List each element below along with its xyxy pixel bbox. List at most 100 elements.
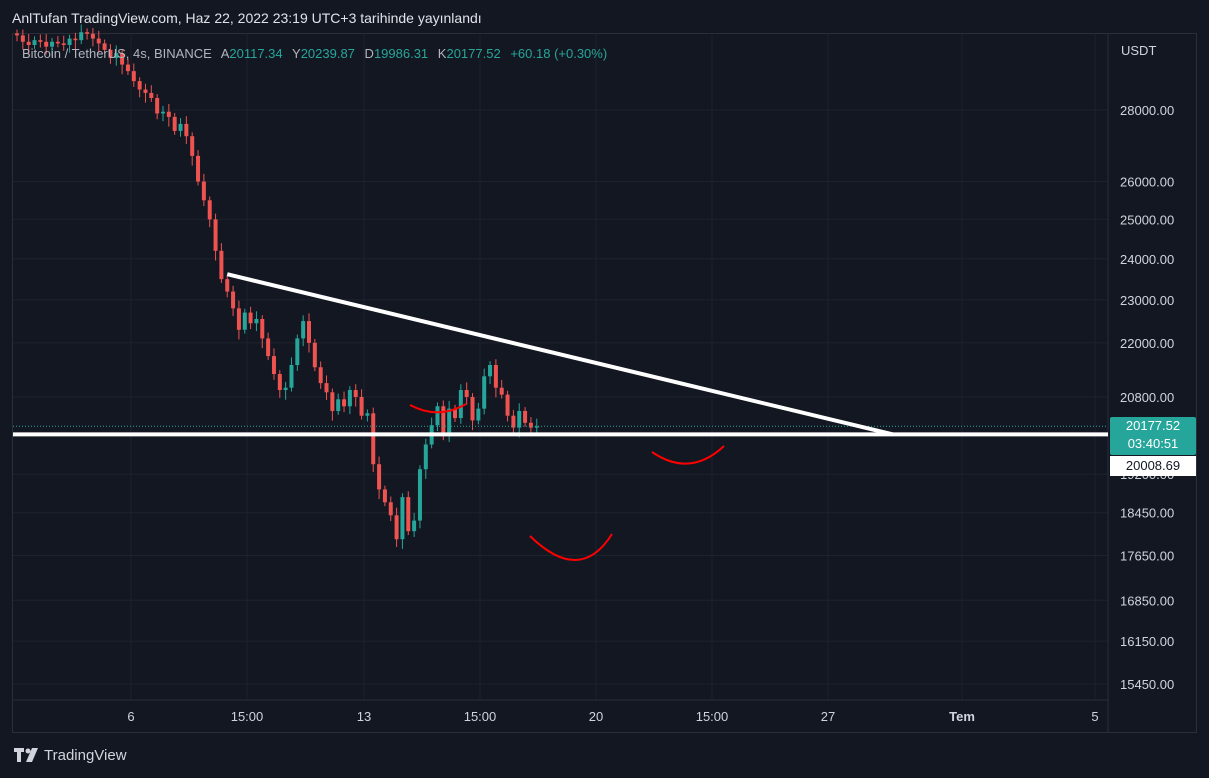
candle xyxy=(26,41,31,46)
candle xyxy=(476,408,481,421)
candle xyxy=(453,408,457,419)
candle xyxy=(382,489,387,503)
candle xyxy=(271,356,276,375)
candle xyxy=(359,396,364,416)
last-price-tag: 20177.52 03:40:51 xyxy=(1110,417,1196,455)
y-tick-label: 16150.00 xyxy=(1120,634,1174,649)
candle xyxy=(155,98,160,114)
candle xyxy=(336,399,341,411)
candle xyxy=(231,291,236,309)
candle xyxy=(517,410,522,428)
candle xyxy=(301,321,306,339)
candle xyxy=(365,413,370,416)
symbol-name[interactable]: Bitcoin / TetherUS, 4s, BINANCE xyxy=(22,46,212,61)
x-tick-label: 15:00 xyxy=(696,709,729,724)
candle xyxy=(79,32,84,41)
candle xyxy=(330,392,335,411)
candle xyxy=(511,415,516,428)
currency-label[interactable]: USDT xyxy=(1121,43,1157,58)
candle xyxy=(213,219,218,251)
candle xyxy=(528,422,533,428)
candle xyxy=(482,376,487,409)
x-tick-label: 13 xyxy=(357,709,371,724)
candle xyxy=(307,321,311,343)
candle xyxy=(178,123,183,131)
candle xyxy=(242,312,247,330)
candle xyxy=(266,338,271,357)
candle xyxy=(102,43,107,50)
chart-frame[interactable] xyxy=(12,33,1197,733)
y-tick-label: 22000.00 xyxy=(1120,336,1174,351)
candle xyxy=(225,279,230,292)
candle xyxy=(283,387,288,391)
annotation-arc-right-shoulder[interactable] xyxy=(651,445,725,465)
candle-countdown: 03:40:51 xyxy=(1127,436,1179,451)
candle xyxy=(219,250,224,280)
candle xyxy=(470,396,475,421)
x-tick-label: 5 xyxy=(1091,709,1098,724)
low-label: D xyxy=(364,46,374,61)
candle xyxy=(125,64,130,72)
candle xyxy=(20,35,25,42)
candle xyxy=(260,318,265,339)
candle xyxy=(493,365,498,388)
candle xyxy=(108,49,113,58)
candle xyxy=(277,374,282,391)
open-label: A xyxy=(220,46,230,61)
candle xyxy=(44,41,49,47)
candle xyxy=(254,318,259,324)
candle xyxy=(32,40,37,46)
tradingview-logo-icon xyxy=(14,748,38,762)
annotation-arc-head[interactable] xyxy=(529,533,613,561)
candle xyxy=(55,41,60,44)
candle xyxy=(499,387,504,395)
published-text: AnlTufan TradingView.com, Haz 22, 2022 2… xyxy=(12,10,482,26)
x-tick-label: 27 xyxy=(821,709,835,724)
candle xyxy=(417,469,422,521)
candle xyxy=(190,136,195,156)
open-value: 20117.34 xyxy=(229,46,283,61)
annotation-arc-left-shoulder[interactable] xyxy=(409,403,467,414)
candle xyxy=(114,53,119,58)
close-label: K xyxy=(437,46,447,61)
candle xyxy=(347,390,352,407)
y-tick-label: 23000.00 xyxy=(1120,293,1174,308)
candle xyxy=(289,365,294,388)
candle xyxy=(201,181,206,201)
candle xyxy=(318,367,323,384)
candle xyxy=(67,38,72,46)
candle xyxy=(161,111,165,114)
candle xyxy=(371,413,376,465)
candle xyxy=(38,40,43,42)
candle xyxy=(505,394,510,416)
candle xyxy=(196,155,201,182)
descending-trendline[interactable] xyxy=(226,272,894,437)
candle xyxy=(464,390,469,397)
candle xyxy=(207,200,212,220)
candle xyxy=(85,32,90,34)
candle xyxy=(377,464,382,490)
candle xyxy=(236,308,241,330)
brand-name: TradingView xyxy=(44,746,127,764)
high-label: Y xyxy=(292,46,301,61)
candle xyxy=(50,41,55,47)
candle xyxy=(143,89,148,93)
close-value: 20177.52 xyxy=(446,46,501,61)
tradingview-brand[interactable]: TradingView xyxy=(14,746,127,764)
y-tick-label: 17650.00 xyxy=(1120,548,1174,563)
candle xyxy=(248,312,253,324)
change-value: +60.18 (+0.30%) xyxy=(510,46,608,61)
y-tick-label: 20800.00 xyxy=(1120,390,1174,405)
candle xyxy=(406,497,411,532)
candle xyxy=(412,520,417,532)
candle xyxy=(90,33,95,39)
y-tick-label: 26000.00 xyxy=(1120,175,1174,190)
candle xyxy=(15,33,19,36)
candle xyxy=(324,383,329,393)
low-value: 19986.31 xyxy=(373,46,429,61)
y-tick-label: 16850.00 xyxy=(1120,593,1174,608)
candle xyxy=(96,38,101,44)
candle xyxy=(131,71,136,82)
candle xyxy=(534,426,539,428)
